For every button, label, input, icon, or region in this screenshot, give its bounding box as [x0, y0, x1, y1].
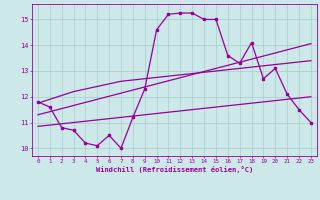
X-axis label: Windchill (Refroidissement éolien,°C): Windchill (Refroidissement éolien,°C)	[96, 166, 253, 173]
